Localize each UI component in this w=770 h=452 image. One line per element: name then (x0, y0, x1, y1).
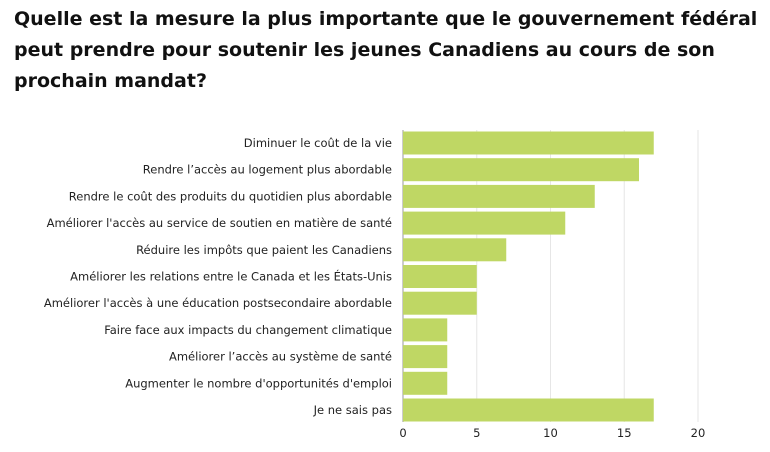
chart-title: Quelle est la mesure la plus importante … (14, 8, 758, 92)
x-tick-label: 15 (617, 426, 632, 440)
category-labels: Diminuer le coût de la vie Rendre l’accès… (44, 136, 392, 417)
bar (403, 265, 477, 288)
category-label: Améliorer l'accès à une éducation postse… (44, 296, 392, 310)
bar (403, 291, 477, 315)
bar (403, 131, 654, 155)
category-label: Rendre le coût des produits du quotidien… (69, 189, 392, 203)
category-label: Augmenter le nombre d'opportunités d'emp… (125, 376, 392, 390)
bar (403, 318, 448, 342)
x-axis-ticks: 0 5 10 15 20 (399, 426, 705, 440)
x-tick-label: 0 (399, 426, 406, 440)
bar (403, 371, 448, 395)
category-label: Améliorer les relations entre le Canada … (70, 269, 392, 284)
bar (403, 238, 507, 262)
category-label: Je ne sais pas (313, 403, 392, 417)
category-label: Réduire les impôts que paient les Canadi… (136, 243, 392, 257)
x-tick-label: 20 (691, 426, 706, 440)
category-label: Faire face aux impacts du changement cli… (104, 323, 392, 337)
x-tick-label: 5 (473, 426, 480, 440)
x-tick-label: 10 (543, 426, 558, 440)
bar (403, 398, 654, 422)
category-label: Améliorer l’accès au système de santé (169, 350, 392, 364)
bar (403, 211, 566, 235)
bar (403, 158, 639, 182)
bars (403, 131, 654, 422)
category-label: Rendre l’accès au logement plus abordabl… (143, 163, 392, 177)
bar (403, 345, 448, 369)
category-label: Améliorer l'accès au service de soutien … (47, 216, 392, 230)
bar (403, 184, 595, 208)
category-label: Diminuer le coût de la vie (244, 136, 392, 150)
